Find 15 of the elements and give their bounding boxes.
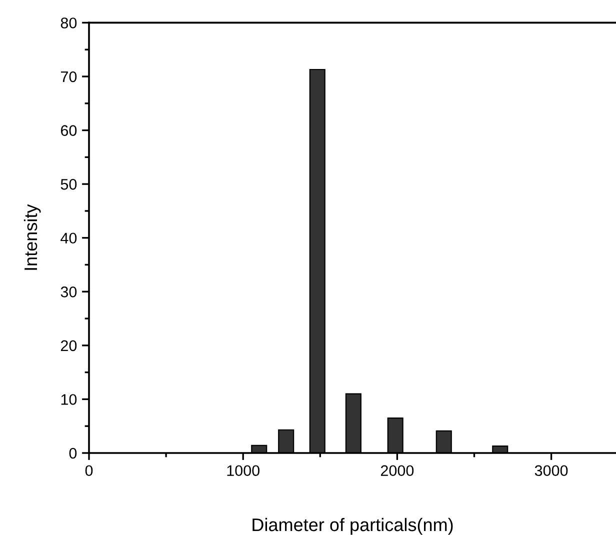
y-tick-label: 20 bbox=[60, 340, 77, 352]
y-tick-label: 40 bbox=[60, 232, 77, 244]
x-tick-label: 3000 bbox=[534, 465, 568, 476]
y-tick-label: 80 bbox=[60, 18, 77, 28]
y-tick-label: 60 bbox=[60, 125, 77, 136]
x-tick-label: 1000 bbox=[227, 465, 260, 476]
x-tick-label: 2000 bbox=[380, 465, 414, 476]
y-tick-label: 0 bbox=[69, 448, 77, 459]
y-tick-label: 70 bbox=[60, 71, 77, 82]
y-axis-title: Intensity bbox=[24, 204, 41, 270]
x-axis-title: Diameter of particals(nm) bbox=[252, 518, 453, 535]
y-tick-label: 30 bbox=[60, 286, 77, 298]
y-tick-label: 50 bbox=[60, 178, 77, 190]
y-tick-label: 10 bbox=[61, 394, 77, 405]
x-tick-label: 0 bbox=[85, 465, 93, 476]
